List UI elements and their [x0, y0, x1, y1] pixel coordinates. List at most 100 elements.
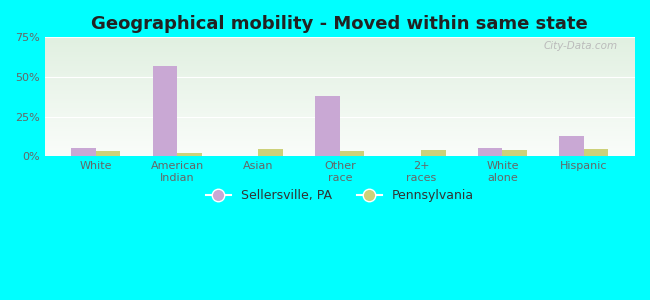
Bar — [315, 96, 340, 156]
Bar — [45, 87, 635, 88]
Bar — [45, 137, 635, 138]
Bar — [45, 71, 635, 72]
Bar — [45, 52, 635, 53]
Bar — [45, 89, 635, 90]
Bar — [45, 130, 635, 131]
Bar — [45, 58, 635, 59]
Bar — [45, 155, 635, 156]
Bar — [45, 44, 635, 45]
Bar — [45, 45, 635, 46]
Bar — [45, 54, 635, 55]
Bar — [45, 128, 635, 129]
Bar — [45, 152, 635, 153]
Bar — [72, 148, 96, 156]
Bar — [45, 85, 635, 86]
Bar — [45, 107, 635, 108]
Bar — [45, 138, 635, 139]
Bar — [45, 46, 635, 47]
Bar — [45, 122, 635, 123]
Bar — [45, 62, 635, 63]
Bar — [45, 83, 635, 84]
Bar — [45, 126, 635, 127]
Bar — [45, 145, 635, 146]
Bar — [45, 42, 635, 43]
Bar — [560, 136, 584, 156]
Bar — [45, 66, 635, 67]
Bar — [45, 97, 635, 98]
Bar — [45, 77, 635, 78]
Bar — [502, 150, 527, 156]
Bar — [45, 114, 635, 115]
Bar — [45, 116, 635, 117]
Bar — [45, 104, 635, 105]
Legend: Sellersville, PA, Pennsylvania: Sellersville, PA, Pennsylvania — [201, 184, 479, 207]
Bar — [45, 100, 635, 101]
Bar — [45, 120, 635, 121]
Bar — [45, 153, 635, 154]
Bar — [421, 150, 445, 156]
Bar — [45, 69, 635, 70]
Bar — [45, 148, 635, 149]
Bar — [96, 151, 120, 156]
Bar — [45, 75, 635, 76]
Bar — [45, 92, 635, 93]
Bar — [45, 38, 635, 39]
Bar — [45, 59, 635, 60]
Bar — [45, 81, 635, 82]
Bar — [45, 79, 635, 80]
Bar — [45, 131, 635, 132]
Bar — [45, 113, 635, 114]
Bar — [45, 139, 635, 140]
Bar — [45, 39, 635, 40]
Bar — [478, 148, 502, 156]
Bar — [45, 93, 635, 94]
Bar — [45, 121, 635, 122]
Bar — [45, 132, 635, 133]
Bar — [45, 43, 635, 44]
Bar — [45, 64, 635, 65]
Bar — [45, 146, 635, 147]
Bar — [45, 88, 635, 89]
Bar — [45, 96, 635, 97]
Bar — [45, 111, 635, 112]
Bar — [45, 37, 635, 38]
Bar — [45, 110, 635, 111]
Bar — [45, 154, 635, 155]
Bar — [45, 80, 635, 81]
Bar — [45, 56, 635, 57]
Bar — [340, 151, 364, 156]
Bar — [45, 106, 635, 107]
Bar — [45, 68, 635, 69]
Bar — [45, 53, 635, 54]
Bar — [45, 50, 635, 51]
Bar — [45, 103, 635, 104]
Bar — [45, 57, 635, 58]
Bar — [45, 135, 635, 136]
Bar — [45, 133, 635, 134]
Bar — [45, 41, 635, 42]
Bar — [259, 149, 283, 156]
Bar — [177, 153, 202, 156]
Bar — [45, 141, 635, 142]
Bar — [45, 134, 635, 135]
Bar — [45, 119, 635, 120]
Bar — [45, 49, 635, 50]
Bar — [45, 48, 635, 49]
Bar — [45, 72, 635, 73]
Bar — [45, 61, 635, 62]
Text: City-Data.com: City-Data.com — [543, 41, 618, 51]
Bar — [45, 99, 635, 100]
Bar — [45, 118, 635, 119]
Bar — [45, 98, 635, 99]
Bar — [45, 127, 635, 128]
Bar — [45, 124, 635, 125]
Bar — [45, 108, 635, 109]
Bar — [45, 95, 635, 96]
Bar — [45, 84, 635, 85]
Bar — [45, 47, 635, 48]
Bar — [45, 123, 635, 124]
Bar — [45, 144, 635, 145]
Bar — [45, 147, 635, 148]
Title: Geographical mobility - Moved within same state: Geographical mobility - Moved within sam… — [92, 15, 588, 33]
Bar — [45, 65, 635, 66]
